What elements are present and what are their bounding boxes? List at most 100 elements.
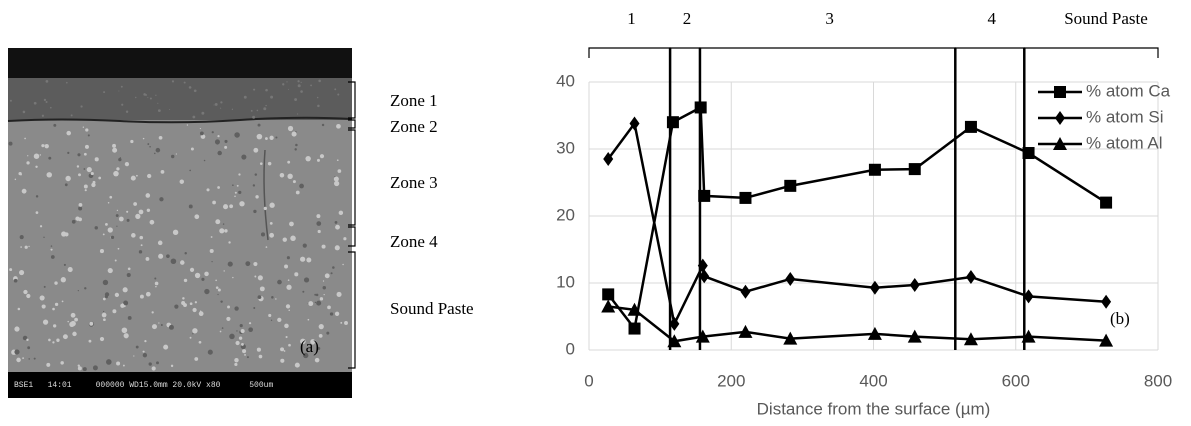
speckle — [260, 232, 266, 237]
zone-label: Sound Paste — [390, 299, 474, 318]
speckle — [148, 362, 152, 366]
speckle — [43, 98, 47, 102]
speckle — [103, 91, 106, 94]
speckle — [91, 182, 96, 188]
speckle — [240, 328, 245, 334]
speckle — [83, 152, 87, 156]
speckle — [288, 309, 290, 312]
speckle — [147, 97, 149, 99]
speckle — [127, 316, 132, 320]
speckle — [324, 273, 330, 279]
speckle — [235, 340, 240, 346]
speckle — [234, 132, 240, 138]
speckle — [265, 104, 267, 107]
speckle — [214, 139, 220, 145]
marker — [602, 288, 615, 301]
speckle — [229, 333, 235, 340]
speckle — [9, 268, 13, 272]
speckle — [335, 224, 340, 230]
speckle — [201, 277, 205, 281]
speckle — [192, 333, 194, 335]
speckle — [194, 214, 200, 220]
marker — [869, 280, 880, 295]
speckle — [50, 255, 55, 259]
speckle — [26, 338, 29, 342]
speckle — [22, 335, 28, 341]
speckle — [207, 349, 213, 355]
legend-label: % atom Si — [1086, 107, 1163, 126]
speckle — [182, 297, 185, 300]
speckle — [89, 321, 94, 326]
speckle — [269, 232, 275, 238]
speckle — [222, 223, 225, 225]
y-tick-label: 20 — [556, 205, 575, 224]
speckle — [246, 356, 249, 359]
speckle — [171, 80, 175, 83]
marker — [963, 332, 978, 346]
zone-label: 1 — [627, 9, 636, 28]
speckle — [52, 341, 55, 344]
speckle — [159, 197, 164, 202]
bracket — [348, 81, 356, 119]
speckle — [306, 257, 312, 263]
speckle — [154, 281, 159, 286]
speckle — [26, 293, 31, 299]
speckle — [157, 102, 159, 104]
speckle — [14, 178, 17, 181]
speckle — [41, 144, 45, 148]
speckle — [334, 221, 338, 224]
speckle — [317, 229, 321, 234]
speckle — [334, 88, 337, 91]
zone-label: Zone 4 — [390, 232, 438, 251]
speckle — [76, 165, 80, 168]
speckle — [333, 176, 339, 182]
speckle — [253, 88, 256, 91]
speckle — [270, 319, 273, 321]
speckle — [200, 134, 206, 139]
speckle — [61, 300, 64, 303]
speckle — [245, 261, 251, 267]
speckle — [322, 286, 327, 290]
marker — [784, 179, 797, 192]
marker — [697, 258, 708, 273]
marker — [666, 116, 679, 129]
speckle — [39, 154, 42, 156]
speckle — [77, 290, 79, 292]
speckle — [226, 316, 231, 322]
speckle — [186, 124, 189, 126]
speckle — [155, 94, 157, 96]
speckle — [190, 147, 194, 151]
speckle — [215, 279, 217, 282]
speckle — [66, 130, 71, 136]
speckle — [227, 305, 230, 309]
speckle — [334, 245, 340, 251]
speckle — [220, 101, 223, 104]
speckle — [344, 321, 348, 325]
speckle — [163, 344, 169, 350]
speckle — [22, 357, 25, 360]
speckle — [88, 339, 92, 343]
marker — [698, 189, 711, 202]
speckle — [315, 293, 319, 297]
speckle — [236, 330, 238, 332]
speckle — [300, 256, 306, 262]
speckle — [220, 300, 223, 303]
speckle — [321, 244, 326, 249]
speckle — [288, 343, 291, 347]
y-tick-label: 40 — [556, 71, 575, 90]
speckle — [107, 268, 113, 274]
speckle — [133, 355, 135, 357]
speckle — [85, 128, 89, 132]
speckle — [310, 84, 312, 87]
speckle — [248, 322, 252, 325]
speckle — [112, 147, 118, 153]
speckle — [103, 310, 105, 313]
speckle — [172, 229, 179, 236]
speckle — [292, 180, 296, 184]
marker — [1023, 289, 1034, 304]
speckle — [318, 324, 324, 330]
speckle — [228, 241, 231, 244]
speckle — [303, 352, 309, 359]
marker — [908, 163, 921, 176]
speckle — [145, 291, 151, 297]
